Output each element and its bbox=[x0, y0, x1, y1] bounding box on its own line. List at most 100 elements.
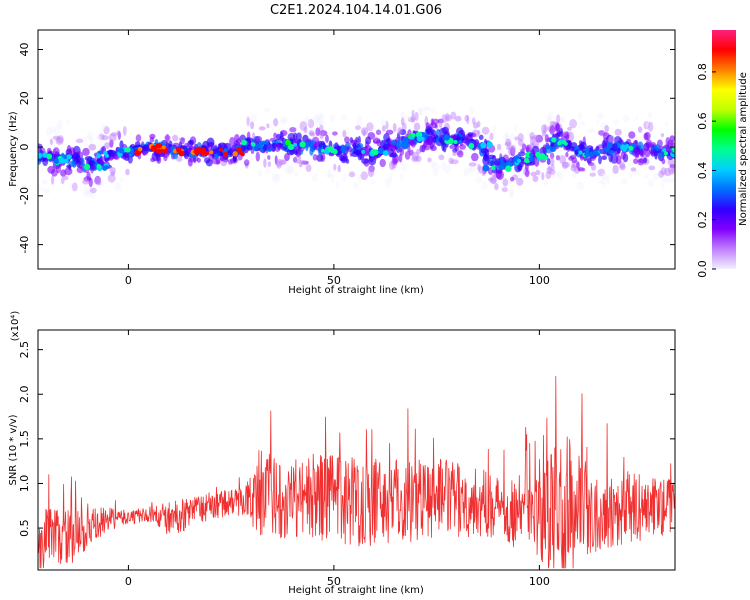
ridge-peak bbox=[535, 151, 541, 158]
ridge-peak bbox=[293, 142, 298, 147]
spectral-blob bbox=[392, 123, 397, 133]
spectral-blob bbox=[49, 126, 57, 133]
ridge-peak bbox=[157, 143, 163, 149]
spectral-blob bbox=[344, 136, 350, 144]
spectral-blob bbox=[388, 173, 393, 184]
spectral-blob bbox=[351, 143, 360, 148]
spectral-blob bbox=[432, 136, 437, 144]
spectral-blob bbox=[243, 159, 250, 167]
spectral-blob bbox=[267, 161, 272, 168]
spectral-blob bbox=[648, 165, 656, 171]
spectral-blob bbox=[430, 118, 434, 126]
spectral-blob bbox=[543, 180, 548, 186]
ridge-peak bbox=[664, 151, 668, 156]
spectral-blob bbox=[445, 114, 452, 122]
spectral-blob bbox=[361, 158, 369, 164]
spectral-blob bbox=[432, 168, 439, 177]
ridge-peak bbox=[499, 165, 505, 171]
spectral-blob bbox=[41, 187, 45, 192]
spectral-blob bbox=[426, 127, 434, 136]
spectral-blob bbox=[389, 152, 398, 158]
spectral-blob bbox=[448, 157, 454, 164]
ridge-peak bbox=[372, 149, 379, 156]
spectral-blob bbox=[514, 136, 520, 141]
snr-series-line bbox=[38, 376, 675, 569]
spectral-blob bbox=[423, 141, 431, 151]
spectral-blob bbox=[553, 170, 561, 178]
spectral-blob bbox=[392, 157, 398, 165]
spectral-blob bbox=[452, 151, 457, 156]
spectral-blob bbox=[608, 153, 613, 163]
spectral-blob bbox=[331, 174, 335, 183]
spectral-blob bbox=[620, 178, 628, 185]
spectral-blob bbox=[82, 188, 89, 197]
spectral-blob bbox=[601, 155, 607, 160]
spectral-blob bbox=[554, 132, 561, 139]
ridge-peak bbox=[66, 154, 72, 160]
spectral-blob bbox=[427, 157, 432, 163]
colorbar-tick-label: 0.0 bbox=[696, 260, 709, 278]
spectral-blob bbox=[476, 170, 482, 175]
ridge-peak bbox=[63, 158, 69, 164]
spectral-blob bbox=[604, 125, 609, 133]
spectral-blob bbox=[556, 114, 561, 124]
spectral-blob bbox=[517, 133, 524, 142]
spectral-blob bbox=[356, 115, 363, 126]
colorbar-gradient bbox=[712, 30, 736, 269]
ridge-peak bbox=[453, 140, 458, 144]
spectral-blob bbox=[385, 120, 389, 130]
spectral-blob bbox=[414, 111, 419, 121]
ridge-peak bbox=[505, 165, 512, 172]
spectral-blob bbox=[644, 174, 649, 180]
spectral-blob bbox=[481, 126, 490, 135]
spectral-blob bbox=[589, 151, 595, 157]
spectral-blob bbox=[101, 135, 109, 141]
spectral-blob bbox=[567, 126, 572, 131]
spectral-blob bbox=[472, 122, 479, 129]
spectral-blob bbox=[267, 155, 271, 160]
spectral-blob bbox=[304, 116, 310, 125]
spectral-blob bbox=[397, 127, 403, 135]
spectral-blob bbox=[88, 143, 97, 151]
snr-ticks: 0 50 100 0.5 1.0 1.5 2.0 2.5 bbox=[18, 330, 675, 588]
spectral-blob bbox=[574, 149, 578, 156]
spectral-blob bbox=[135, 134, 142, 142]
ridge-peak bbox=[251, 142, 256, 147]
spectral-blob bbox=[660, 133, 665, 138]
spectral-blob bbox=[246, 144, 253, 151]
spectral-blob bbox=[546, 115, 552, 123]
spectral-blob bbox=[355, 136, 359, 144]
spectral-blob bbox=[637, 126, 643, 133]
spectral-blob bbox=[357, 174, 363, 183]
spectral-blob bbox=[280, 116, 285, 125]
spectral-blob bbox=[318, 120, 325, 126]
spectral-blob bbox=[399, 173, 404, 181]
spectral-blob bbox=[454, 115, 462, 122]
spectral-blob bbox=[373, 136, 378, 142]
ridge-peak bbox=[288, 143, 295, 151]
spectral-blob bbox=[468, 165, 477, 173]
spectral-blob bbox=[430, 145, 437, 152]
spectral-blob bbox=[249, 114, 257, 123]
spectral-blob bbox=[502, 178, 509, 187]
spectral-blob bbox=[478, 165, 483, 174]
spectral-blob bbox=[410, 114, 416, 123]
ridge-peak bbox=[84, 163, 91, 170]
spectral-blob bbox=[506, 145, 514, 151]
colorbar-tick-label: 0.4 bbox=[696, 162, 709, 180]
spectral-blob bbox=[559, 155, 567, 164]
spectral-blob bbox=[645, 120, 650, 128]
spectral-blob bbox=[541, 124, 548, 134]
spectral-blob bbox=[316, 154, 324, 162]
spectral-blob bbox=[577, 167, 585, 172]
spectral-blob bbox=[82, 147, 90, 156]
spectral-blob bbox=[283, 165, 292, 175]
spectral-blob bbox=[630, 167, 637, 172]
spectral-blob bbox=[450, 111, 457, 120]
spectral-blob bbox=[103, 126, 110, 135]
spectral-blob bbox=[333, 145, 342, 150]
spectral-blob bbox=[509, 176, 515, 182]
spectral-blob bbox=[215, 158, 221, 165]
spectral-blob bbox=[188, 139, 195, 145]
ridge-peak bbox=[377, 147, 384, 155]
